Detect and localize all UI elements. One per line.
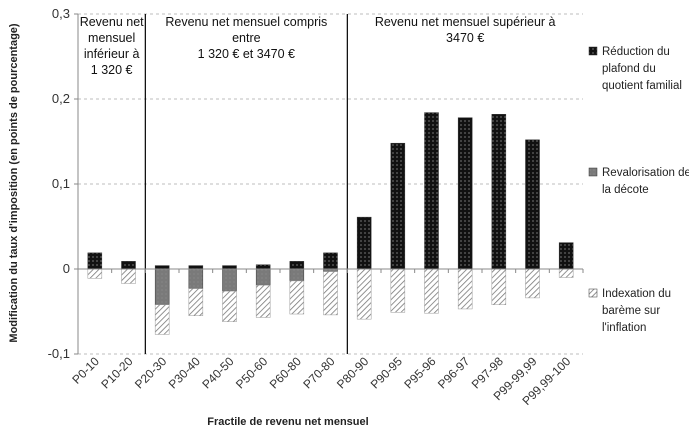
bar (188, 288, 204, 316)
region-label-high: Revenu net mensuel supérieur à 3470 € (375, 15, 556, 45)
bar (121, 261, 136, 270)
x-tick-label: P60-80 (267, 354, 304, 391)
bar (255, 284, 271, 318)
bar (222, 290, 237, 322)
x-tick-label: P50-60 (233, 354, 270, 391)
x-tick-label: P40-50 (199, 354, 236, 391)
bar (525, 139, 540, 270)
x-tick-label: P95-96 (401, 354, 438, 391)
bar (154, 265, 170, 270)
bar (390, 268, 406, 313)
bar (222, 268, 237, 292)
bar (188, 268, 204, 289)
bar (424, 268, 439, 314)
region-label-mid: Revenu net mensuel compris entre 1 320 € e… (165, 15, 327, 61)
region-separators (144, 14, 348, 354)
y-tick-label: 0,1 (52, 176, 70, 191)
bar (222, 265, 237, 270)
y-axis: -0,1 0 0,1 0,2 0,3 (48, 6, 79, 361)
bar (154, 304, 170, 335)
bar (457, 117, 473, 270)
x-tick-label: P20-30 (132, 354, 169, 391)
bar (87, 268, 103, 279)
x-tick-label: P30-40 (166, 354, 203, 391)
bar (390, 142, 406, 270)
bar (491, 114, 507, 270)
bar (457, 268, 473, 310)
bar (154, 268, 170, 305)
x-tick-label: P80-90 (334, 354, 371, 391)
bar (289, 261, 305, 270)
x-axis-title: Fractile de revenu net mensuel (207, 416, 368, 428)
legend-label: Indexation du barème sur l'inflation (602, 288, 671, 334)
legend-label: Réduction du plafond du quotient familial (602, 46, 682, 92)
legend-swatch (588, 167, 598, 177)
bar (87, 252, 103, 270)
bar (525, 268, 540, 299)
legend-swatch (588, 288, 598, 298)
bars (87, 112, 574, 335)
bar (558, 242, 574, 270)
x-tick-label: P10-20 (98, 354, 135, 391)
y-tick-label: 0 (63, 261, 70, 276)
bar (289, 280, 305, 315)
bar (289, 268, 305, 282)
legend-swatch (588, 46, 598, 56)
bar (323, 271, 338, 316)
bar (188, 265, 204, 270)
legend-label: Revalorisation de la décote (602, 167, 689, 196)
bar (356, 216, 372, 270)
y-tick-label: -0,1 (48, 346, 70, 361)
y-tick-label: 0,2 (52, 91, 70, 106)
bar (255, 268, 271, 286)
bar (558, 268, 574, 278)
y-axis-title: Modification du taux d'imposition (en po… (8, 23, 20, 343)
bar (255, 264, 271, 270)
bar (323, 252, 338, 270)
y-tick-label: 0,3 (52, 6, 70, 21)
bar (121, 268, 136, 284)
bar (356, 268, 372, 320)
bar (424, 112, 439, 270)
x-tick-label: P96-97 (435, 354, 472, 391)
bar (491, 268, 507, 305)
x-tick-label: P70-80 (300, 354, 337, 391)
legend: Réduction du plafond du quotient familial R… (588, 46, 689, 334)
x-tick-label: P90-95 (368, 354, 405, 391)
